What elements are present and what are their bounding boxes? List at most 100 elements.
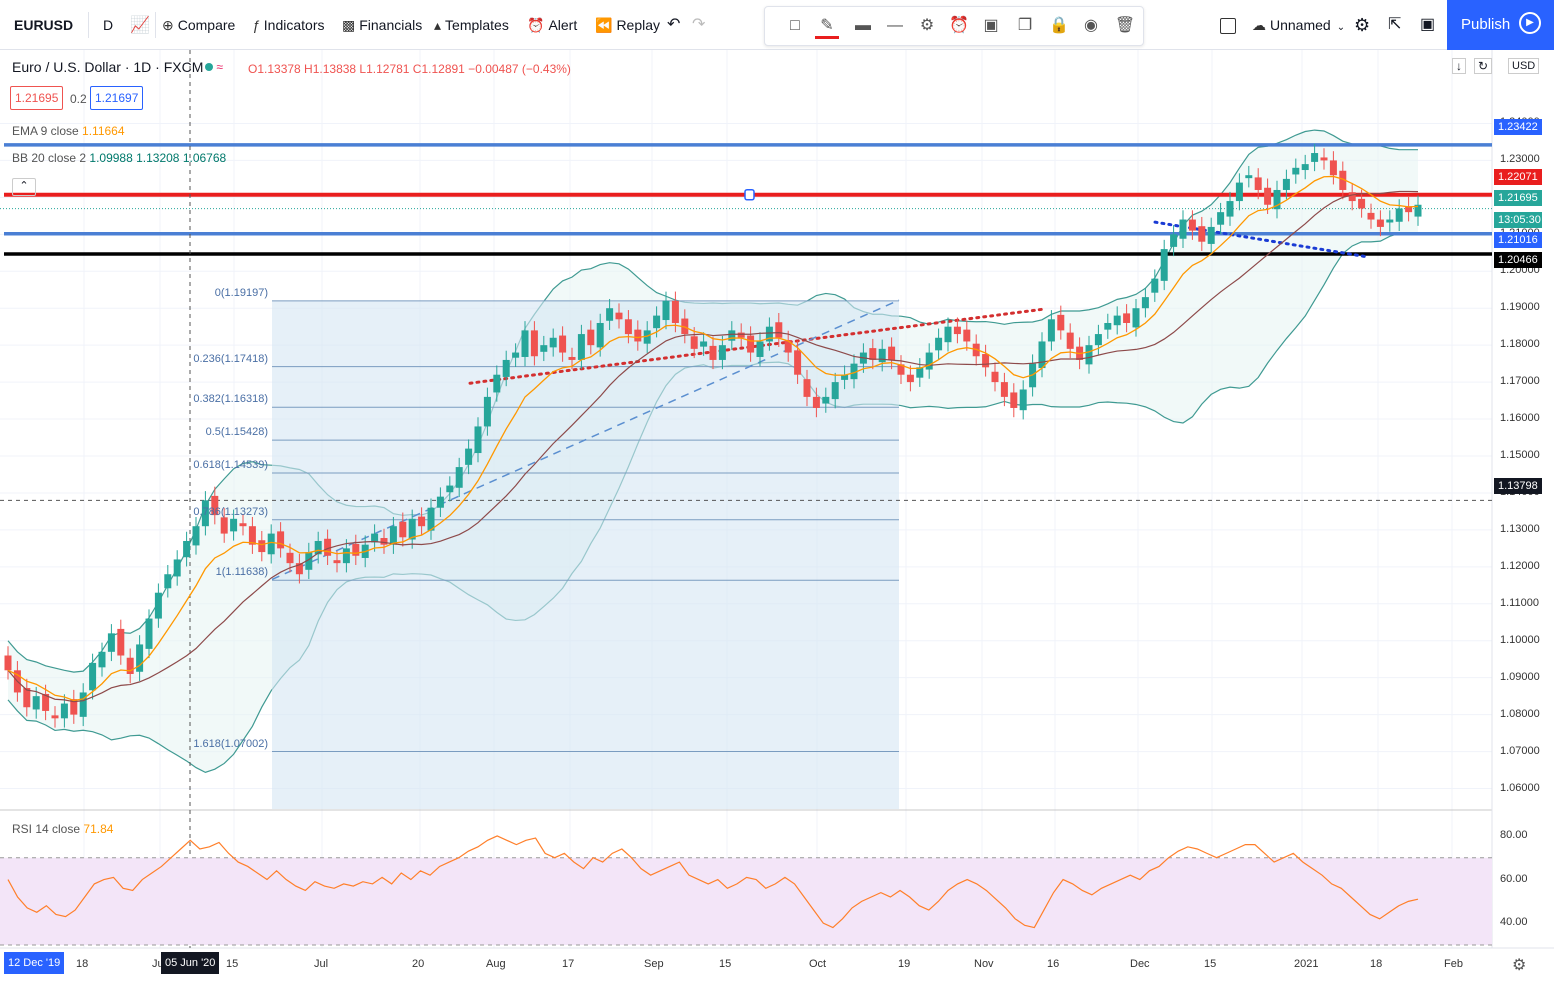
price-axis-label: 1.17000 (1500, 375, 1540, 388)
candle-body (1160, 249, 1168, 281)
indicators-label: Indicators (263, 17, 325, 33)
snapshot-button[interactable]: ▣ (1420, 10, 1435, 40)
candle-body (521, 330, 529, 357)
candle-body (79, 692, 87, 717)
candle-body (1395, 208, 1403, 222)
price-chart[interactable] (0, 50, 1554, 984)
time-axis-label: Feb (1444, 958, 1463, 970)
rsi-label: RSI 14 close (12, 822, 81, 836)
candle-body (1179, 219, 1187, 239)
collapse-legend-button[interactable]: ⌃ (12, 178, 36, 196)
candle-body (173, 559, 181, 577)
candle-body (709, 345, 717, 360)
financials-button[interactable]: ▩ Financials (342, 10, 422, 40)
delete-button[interactable]: 🗑 (1113, 16, 1137, 36)
replay-button[interactable]: ⏪ Replay (595, 10, 660, 40)
buy-price-box[interactable]: 1.21697 (90, 86, 144, 110)
candle-body (51, 715, 59, 719)
lock-button[interactable]: 🔒 (1047, 16, 1071, 36)
price-tag: 1.20466 (1494, 252, 1542, 268)
price-axis-label: 1.13000 (1500, 522, 1540, 535)
arrow-down-icon: ↓ (1456, 59, 1462, 73)
candle-body (540, 345, 548, 352)
ema-value: 1.11664 (82, 124, 125, 138)
candle-body (408, 518, 416, 540)
undo-button[interactable]: ↶ (667, 10, 680, 40)
scroll-down-button[interactable]: ↓ (1452, 58, 1466, 74)
select-tool-icon: □ (790, 17, 800, 34)
visibility-tool-button[interactable]: ❐ (1013, 16, 1037, 36)
candle-body (718, 345, 726, 360)
line-color-button[interactable]: ✎ (815, 16, 839, 39)
alert-tool-button[interactable]: ⏰ (947, 16, 971, 36)
alarm-clock-icon: ⏰ (527, 17, 545, 33)
candle-body (502, 359, 510, 377)
candle-body (126, 657, 134, 674)
currency-label[interactable]: USD (1508, 58, 1540, 74)
line-style-button[interactable]: — (881, 16, 909, 36)
plus-circle-icon: ⊕ (162, 17, 174, 33)
template-tool-button[interactable]: ▣ (979, 16, 1003, 36)
candle-body (803, 379, 811, 397)
hide-button[interactable]: ◉ (1079, 16, 1103, 36)
fullscreen-button[interactable]: ⇱ (1388, 10, 1401, 40)
candle-body (1113, 315, 1121, 326)
candle-body (662, 300, 670, 321)
time-axis-label: 19 (898, 958, 911, 970)
price-tag: 13:05:30 (1494, 212, 1542, 228)
rsi-axis-label: 80.00 (1500, 828, 1528, 841)
indicator-toggle[interactable]: ≈ (205, 60, 223, 74)
undo-icon: ↶ (667, 16, 681, 33)
price-axis-label: 1.19000 (1500, 301, 1540, 314)
price-axis-label: 1.12000 (1500, 559, 1540, 572)
candle-body (1094, 334, 1102, 346)
price-tag: 1.21695 (1494, 190, 1542, 206)
fib-level-label: 1(1.11638) (215, 566, 268, 579)
candle-body (869, 348, 877, 360)
sell-price-box[interactable]: 1.21695 (10, 86, 64, 110)
time-axis-label: 15 (226, 958, 239, 970)
fullscreen-select-button[interactable] (1220, 10, 1236, 40)
timeaxis-settings-button[interactable]: ⚙ (1512, 955, 1526, 975)
reset-scale-button[interactable]: ↻ (1474, 58, 1493, 74)
chart-type-button[interactable]: 📈 (130, 10, 150, 40)
candle-body (756, 341, 764, 357)
line-width-button[interactable]: ▬ (849, 16, 877, 36)
indicators-button[interactable]: ƒ Indicators (252, 10, 325, 40)
candle-body (258, 540, 266, 553)
candle-body (812, 396, 820, 408)
cloud-icon: ☁ (1252, 17, 1266, 33)
alert-button[interactable]: ⏰ Alert (527, 10, 577, 40)
candle-body (117, 628, 125, 656)
interval-button[interactable]: D (103, 17, 114, 33)
compare-button[interactable]: ⊕ Compare (162, 10, 235, 40)
fib-level-label: 0.5(1.15428) (205, 426, 268, 439)
time-axis-label: 15 (719, 958, 732, 970)
templates-button[interactable]: ▴ Templates (434, 10, 509, 40)
settings-tool-button[interactable]: ⚙ (915, 16, 939, 36)
candle-body (1141, 297, 1149, 309)
candle-body (1047, 319, 1055, 342)
publish-button[interactable]: Publish ▶ (1447, 0, 1554, 50)
candle-body (267, 533, 275, 555)
candle-body (624, 319, 632, 335)
candle-body (1348, 192, 1356, 202)
toolbar-separator (88, 12, 89, 38)
chart-settings-button[interactable]: ⚙ (1354, 10, 1370, 40)
candle-body (1414, 204, 1422, 217)
alert-label: Alert (548, 17, 578, 33)
symbol-search[interactable]: EURUSD (14, 17, 74, 33)
redo-button[interactable]: ↷ (692, 10, 705, 40)
layout-menu-button[interactable]: ☁ Unnamed ⌄ (1252, 10, 1345, 40)
lock-icon: 🔒 (1049, 17, 1069, 34)
select-tool-button[interactable]: □ (783, 16, 807, 36)
candle-body (42, 693, 50, 711)
candle-body (925, 352, 933, 370)
candle-body (465, 448, 473, 465)
top-toolbar: EURUSD D 📈 ⊕ Compare ƒ Indicators ▩ Financi… (0, 0, 1554, 50)
candle-body (1057, 314, 1065, 331)
candle-body (953, 326, 961, 335)
candle-body (436, 496, 444, 508)
candle-body (606, 308, 614, 321)
candle-body (286, 552, 294, 564)
